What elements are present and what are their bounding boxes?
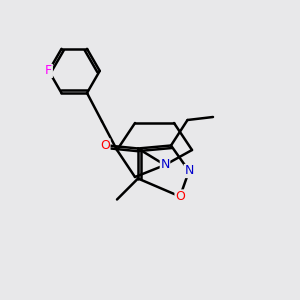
Text: F: F	[45, 64, 52, 77]
Text: O: O	[175, 190, 185, 203]
Text: N: N	[184, 164, 194, 178]
Text: N: N	[160, 158, 170, 172]
Text: O: O	[100, 139, 110, 152]
